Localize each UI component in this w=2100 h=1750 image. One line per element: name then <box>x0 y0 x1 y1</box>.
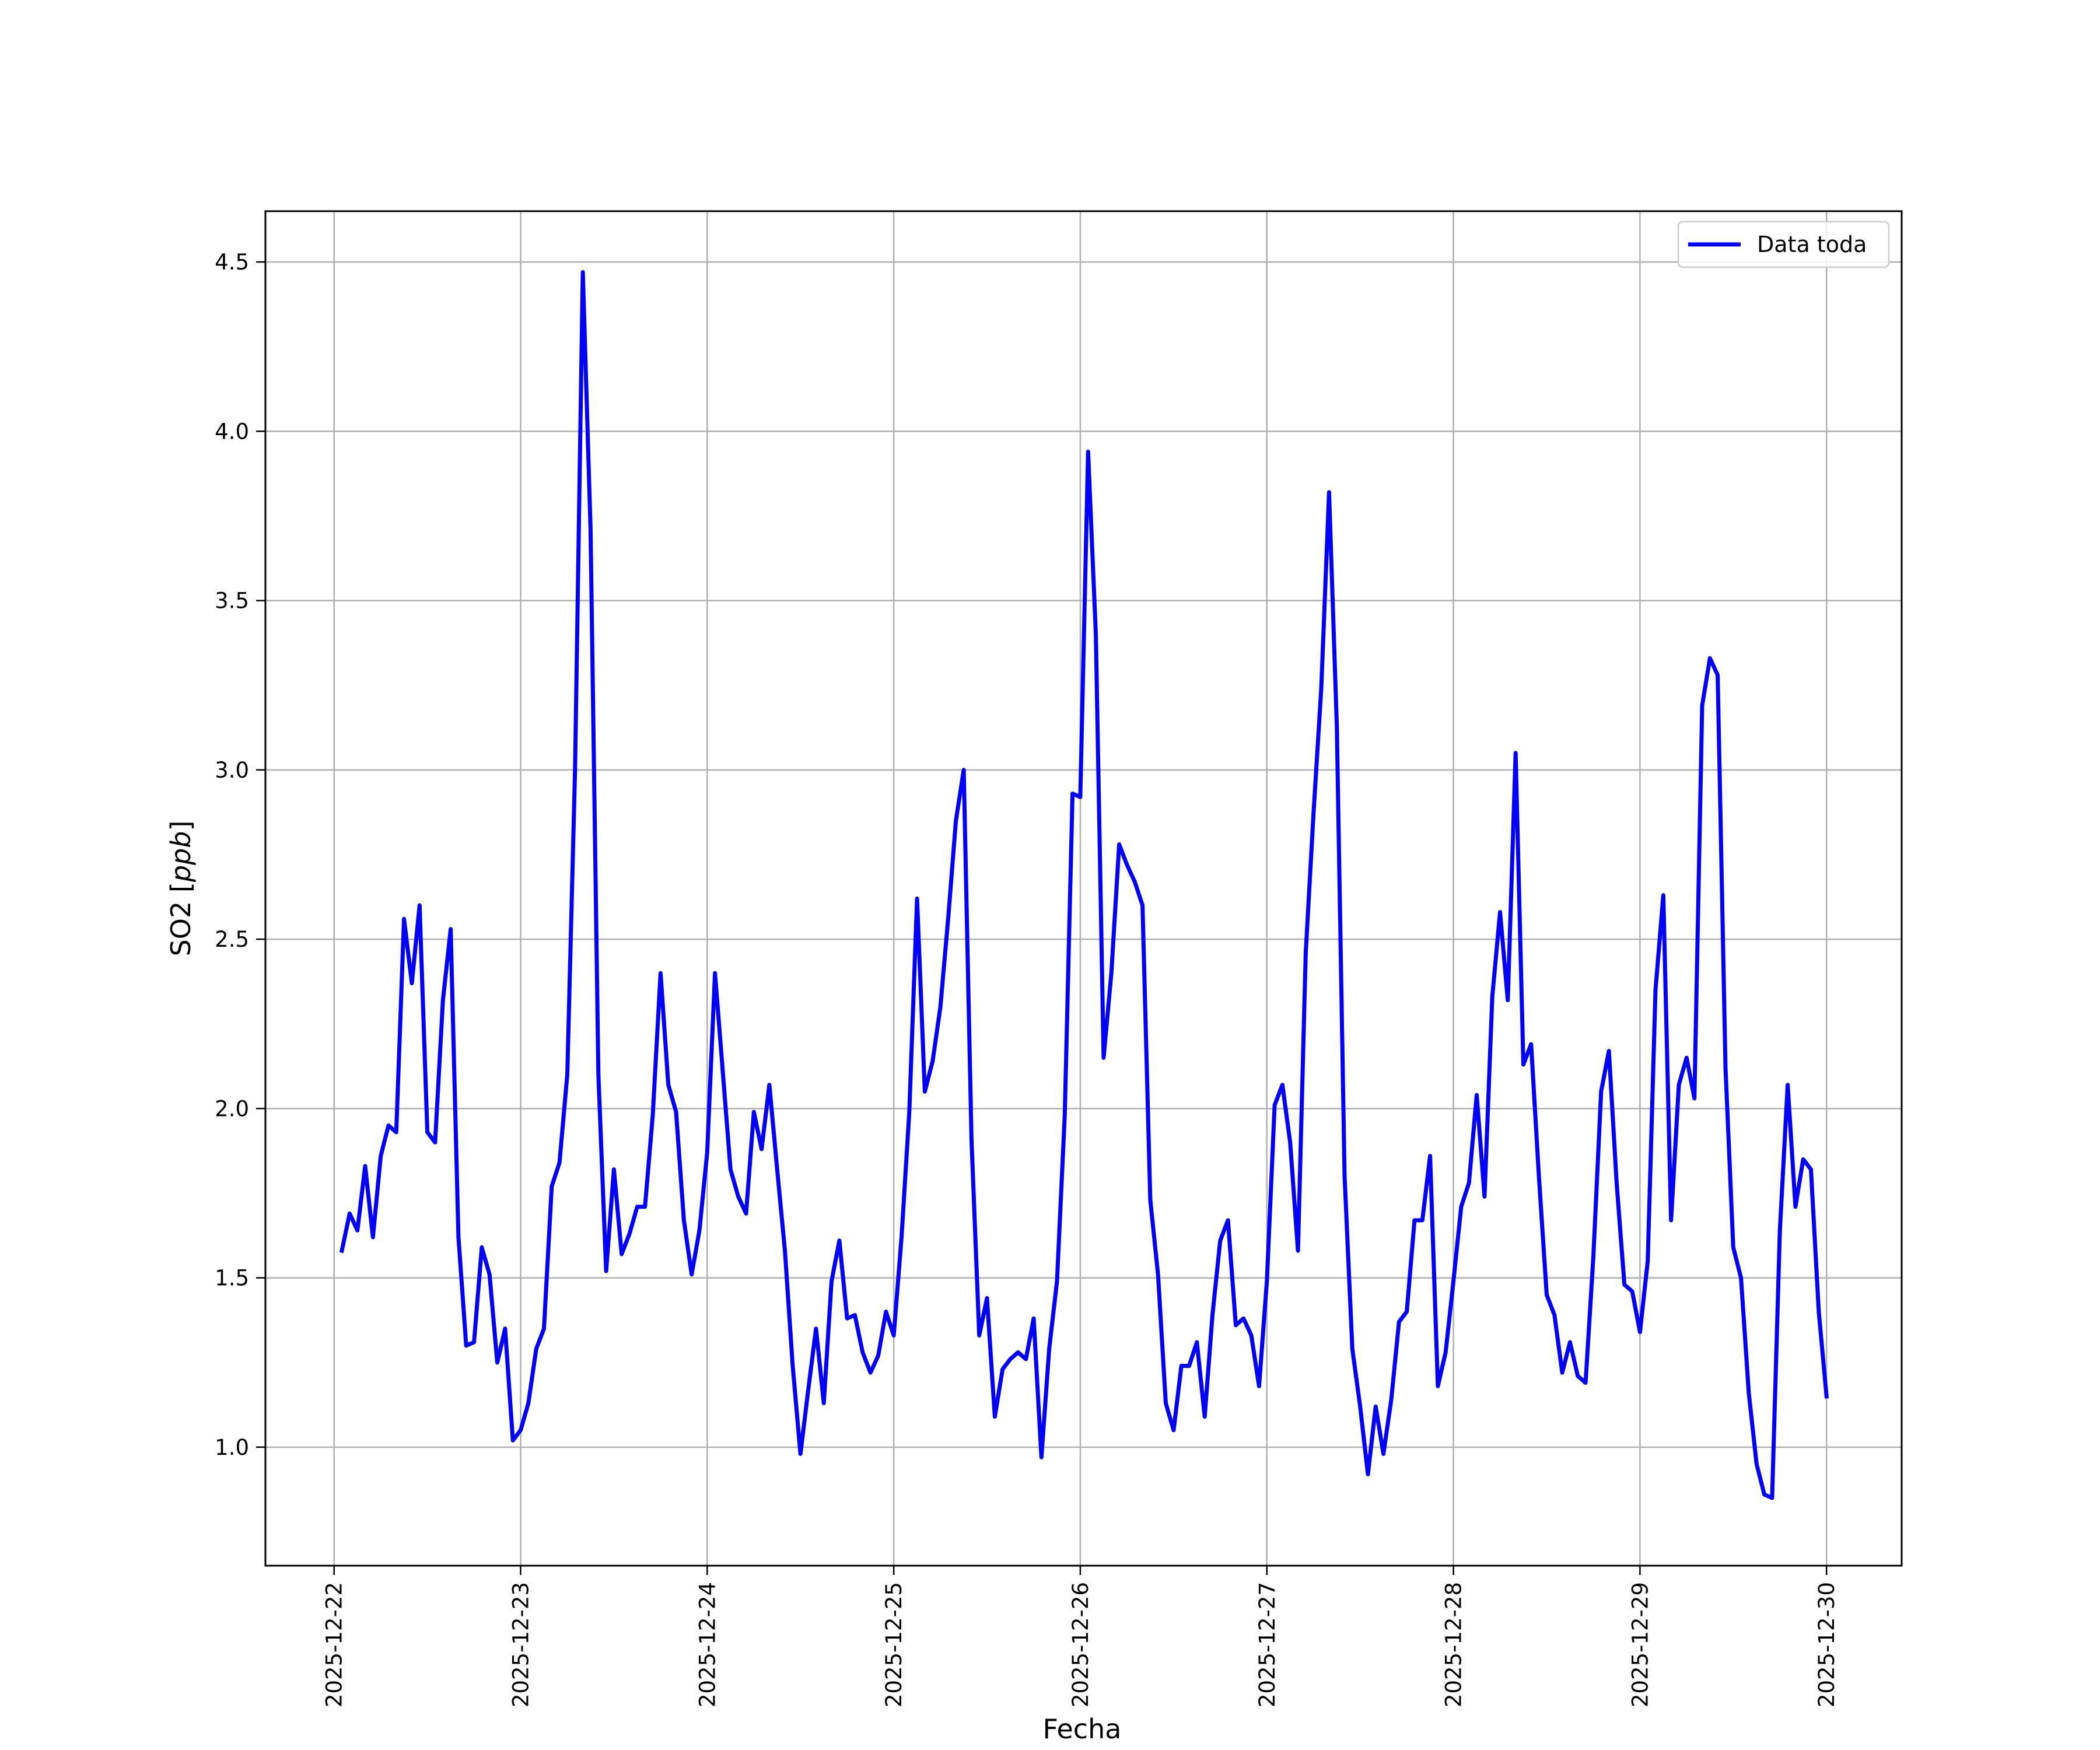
series-layer <box>339 270 1829 1500</box>
x-tick-label: 2025-12-25 <box>881 1582 907 1707</box>
x-tick-label: 2025-12-28 <box>1441 1582 1466 1707</box>
y-axis-label: SO2 [ppb] <box>165 821 197 957</box>
y-axis-label-main: SO2 [ <box>165 882 197 956</box>
x-axis-label: Fecha <box>1043 1713 1122 1745</box>
x-tick-label: 2025-12-22 <box>322 1582 347 1707</box>
x-tick-label: 2025-12-24 <box>695 1582 720 1707</box>
series-line-data-toda <box>339 270 1829 1500</box>
x-tick-label: 2025-12-27 <box>1255 1582 1280 1707</box>
y-tick-label: 1.5 <box>215 1266 249 1291</box>
legend-label-data-toda: Data toda <box>1757 232 1867 257</box>
legend-box <box>1677 220 1890 268</box>
y-axis-label-unit: ppb <box>165 831 197 883</box>
ticks: 2025-12-22 2025-12-23 2025-12-24 2025-12-25… <box>215 250 1839 1707</box>
legend: Data toda <box>1677 220 1890 268</box>
y-axis-label-close: ] <box>165 821 197 831</box>
y-tick-label: 3.0 <box>215 758 249 783</box>
y-tick-label: 4.0 <box>215 419 249 444</box>
y-tick-label: 4.5 <box>215 250 249 275</box>
x-tick-label: 2025-12-26 <box>1068 1582 1093 1707</box>
y-tick-label: 3.5 <box>215 589 249 614</box>
y-tick-label: 2.0 <box>215 1096 249 1121</box>
x-tick-label: 2025-12-23 <box>509 1582 534 1707</box>
y-tick-label: 2.5 <box>215 927 249 952</box>
plot-frame <box>264 210 1903 1567</box>
grid <box>265 211 1902 1566</box>
x-tick-label: 2025-12-30 <box>1814 1582 1839 1707</box>
x-tick-label: 2025-12-29 <box>1628 1582 1653 1707</box>
y-tick-label: 1.0 <box>215 1435 249 1460</box>
